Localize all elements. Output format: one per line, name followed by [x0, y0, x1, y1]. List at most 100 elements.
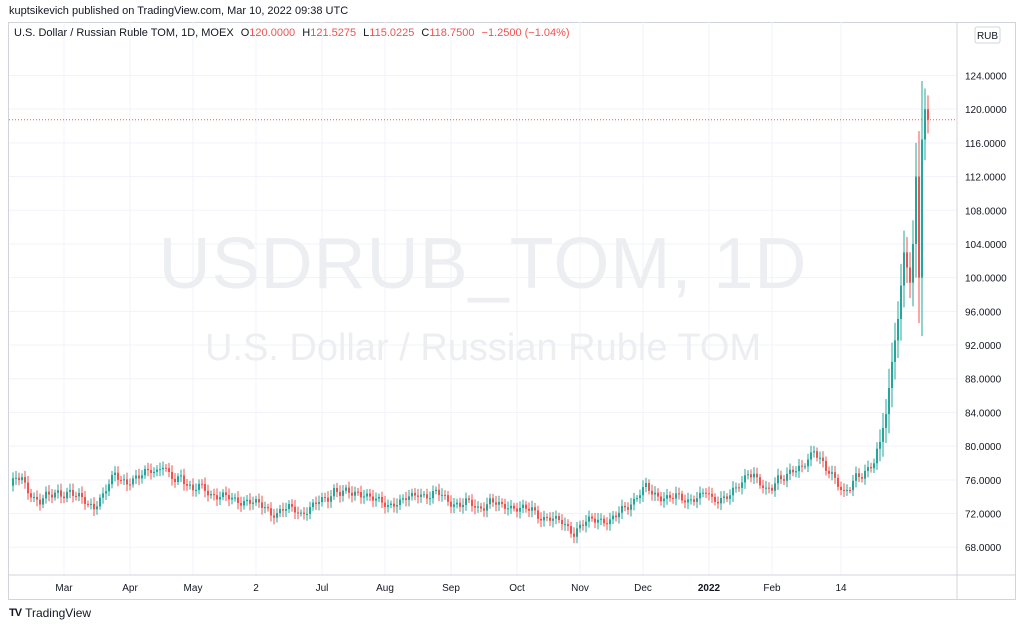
- candle-body: [882, 428, 884, 442]
- candle-body: [624, 505, 626, 508]
- candle-body: [741, 482, 743, 488]
- candle-body: [660, 496, 662, 502]
- candle-body: [315, 502, 317, 504]
- candle-body: [501, 501, 503, 504]
- candle-body: [228, 495, 230, 500]
- candle-body: [240, 503, 242, 506]
- candle-body: [102, 493, 104, 498]
- candle-body: [399, 499, 401, 506]
- candle-body: [708, 493, 710, 495]
- candle-body: [429, 498, 431, 500]
- candle-body: [345, 487, 347, 491]
- candle-body: [162, 467, 164, 470]
- x-tick-label: Sep: [442, 583, 460, 594]
- candle-body: [294, 506, 296, 513]
- candle-body: [159, 469, 161, 471]
- candle-body: [189, 484, 191, 486]
- x-tick-label: Oct: [509, 583, 525, 594]
- candle-body: [483, 508, 485, 511]
- candle-body: [633, 498, 635, 505]
- candle-body: [618, 512, 620, 518]
- candle-body: [453, 504, 455, 507]
- candle-body: [420, 494, 422, 497]
- candle-body: [312, 502, 314, 508]
- y-tick-label: 124.0000: [965, 71, 1007, 82]
- candle-body: [186, 484, 188, 486]
- candle-body: [543, 516, 545, 521]
- currency-badge[interactable]: RUB: [974, 26, 1001, 44]
- tradingview-logo[interactable]: TV TradingView: [9, 606, 91, 620]
- candle-body: [525, 504, 527, 509]
- candle-body: [591, 516, 593, 519]
- candle-body: [687, 499, 689, 503]
- legend-close-label: C: [421, 27, 429, 39]
- candle-body: [33, 496, 35, 498]
- candle-body: [432, 490, 434, 499]
- candle-body: [768, 487, 770, 489]
- candle-body: [810, 452, 812, 460]
- candle-body: [201, 483, 203, 485]
- candle-body: [144, 468, 146, 476]
- candle-body: [264, 507, 266, 509]
- candle-body: [735, 487, 737, 489]
- candle-body: [792, 469, 794, 473]
- candle-body: [147, 468, 149, 471]
- candle-body: [672, 498, 674, 500]
- candle-body: [459, 502, 461, 507]
- candle-body: [798, 465, 800, 472]
- currency-label: RUB: [977, 31, 998, 42]
- candle-body: [93, 503, 95, 510]
- y-tick-label: 88.0000: [965, 375, 1002, 386]
- candle-body: [885, 414, 887, 429]
- candle-body: [555, 516, 557, 519]
- candle-body: [123, 479, 125, 481]
- candle-body: [924, 109, 926, 140]
- candle-body: [297, 512, 299, 514]
- candle-body: [192, 484, 194, 491]
- candle-body: [48, 491, 50, 495]
- y-tick-label: 72.0000: [965, 510, 1002, 521]
- candle-body: [90, 503, 92, 505]
- candle-body: [594, 518, 596, 523]
- candle-body: [21, 477, 23, 481]
- candle-body: [603, 518, 605, 524]
- candle-body: [75, 495, 77, 497]
- candle-body: [579, 524, 581, 529]
- candle-body: [645, 483, 647, 488]
- candle-body: [693, 499, 695, 502]
- candle-body: [648, 483, 650, 491]
- candle-body: [12, 478, 14, 486]
- y-tick-label: 76.0000: [965, 476, 1002, 487]
- candle-body: [279, 509, 281, 514]
- header-bar: [0, 0, 1024, 22]
- candle-body: [468, 498, 470, 500]
- candle-body: [171, 472, 173, 479]
- candle-body: [273, 515, 275, 518]
- candle-body: [174, 478, 176, 483]
- candle-body: [726, 496, 728, 499]
- candle-body: [906, 252, 908, 268]
- candle-body: [354, 491, 356, 496]
- time-axis: Mar Apr May 2 Jul Aug Sep Oct Nov Dec 2022 Feb 14: [8, 574, 1016, 594]
- candle-body: [900, 285, 902, 319]
- candle-body: [681, 493, 683, 501]
- candle-body: [561, 520, 563, 525]
- candle-body: [903, 252, 905, 286]
- candle-body: [651, 490, 653, 495]
- candle-body: [702, 492, 704, 494]
- candle-body: [867, 467, 869, 471]
- candle-body: [717, 501, 719, 504]
- candle-body: [879, 441, 881, 449]
- candle-body: [711, 493, 713, 497]
- candle-body: [534, 507, 536, 511]
- x-tick-label: Jul: [316, 583, 329, 594]
- candle-body: [582, 524, 584, 526]
- candle-body: [231, 497, 233, 500]
- candle-body: [753, 473, 755, 478]
- candle-body: [918, 176, 920, 278]
- candle-body: [141, 475, 143, 479]
- candle-body: [849, 490, 851, 492]
- watermark-ticker: USDRUB_TOM, 1D: [159, 224, 808, 304]
- candle-body: [864, 470, 866, 479]
